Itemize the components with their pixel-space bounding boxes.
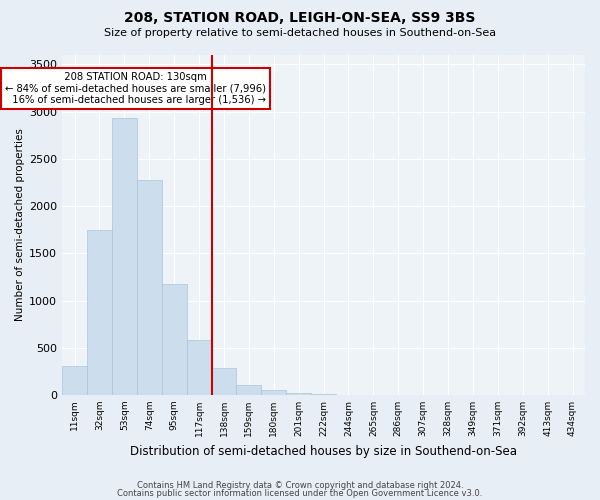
Bar — [262, 390, 286, 395]
Bar — [162, 284, 187, 395]
Bar — [62, 366, 87, 395]
Bar — [311, 394, 336, 395]
Bar — [112, 118, 137, 395]
Bar — [212, 368, 236, 395]
Bar — [236, 386, 262, 395]
Text: 208 STATION ROAD: 130sqm  
← 84% of semi-detached houses are smaller (7,996)
  1: 208 STATION ROAD: 130sqm ← 84% of semi-d… — [5, 72, 266, 105]
Bar — [137, 180, 162, 395]
Y-axis label: Number of semi-detached properties: Number of semi-detached properties — [15, 128, 25, 322]
Bar — [286, 393, 311, 395]
Text: Contains public sector information licensed under the Open Government Licence v3: Contains public sector information licen… — [118, 489, 482, 498]
Bar — [87, 230, 112, 395]
Bar — [187, 340, 212, 395]
Text: 208, STATION ROAD, LEIGH-ON-SEA, SS9 3BS: 208, STATION ROAD, LEIGH-ON-SEA, SS9 3BS — [124, 11, 476, 25]
Text: Size of property relative to semi-detached houses in Southend-on-Sea: Size of property relative to semi-detach… — [104, 28, 496, 38]
X-axis label: Distribution of semi-detached houses by size in Southend-on-Sea: Distribution of semi-detached houses by … — [130, 444, 517, 458]
Text: Contains HM Land Registry data © Crown copyright and database right 2024.: Contains HM Land Registry data © Crown c… — [137, 481, 463, 490]
